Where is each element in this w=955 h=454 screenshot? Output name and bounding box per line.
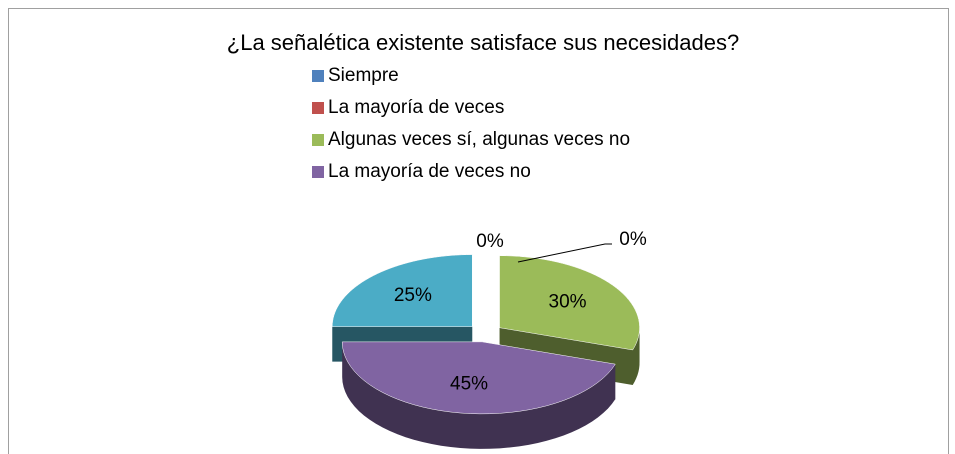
legend-label: Algunas veces sí, algunas veces no <box>328 129 630 150</box>
legend-swatch <box>312 134 324 146</box>
legend-label: La mayoría de veces no <box>328 161 531 182</box>
pie-slice <box>341 341 616 415</box>
legend-swatch <box>312 102 324 114</box>
legend-swatch <box>312 70 324 82</box>
data-label: 0% <box>476 231 504 252</box>
data-label: 25% <box>394 285 432 306</box>
data-label: 0% <box>619 229 647 250</box>
legend-swatch <box>312 166 324 178</box>
chart-title: ¿La señalética existente satisface sus n… <box>227 30 739 55</box>
legend-label: La mayoría de veces <box>328 97 504 118</box>
legend-label: Siempre <box>328 65 399 86</box>
pie-slice <box>332 254 473 327</box>
data-label: 30% <box>549 291 587 312</box>
pie-slice <box>499 255 640 351</box>
data-label: 45% <box>450 374 488 395</box>
leader-line <box>517 243 612 263</box>
